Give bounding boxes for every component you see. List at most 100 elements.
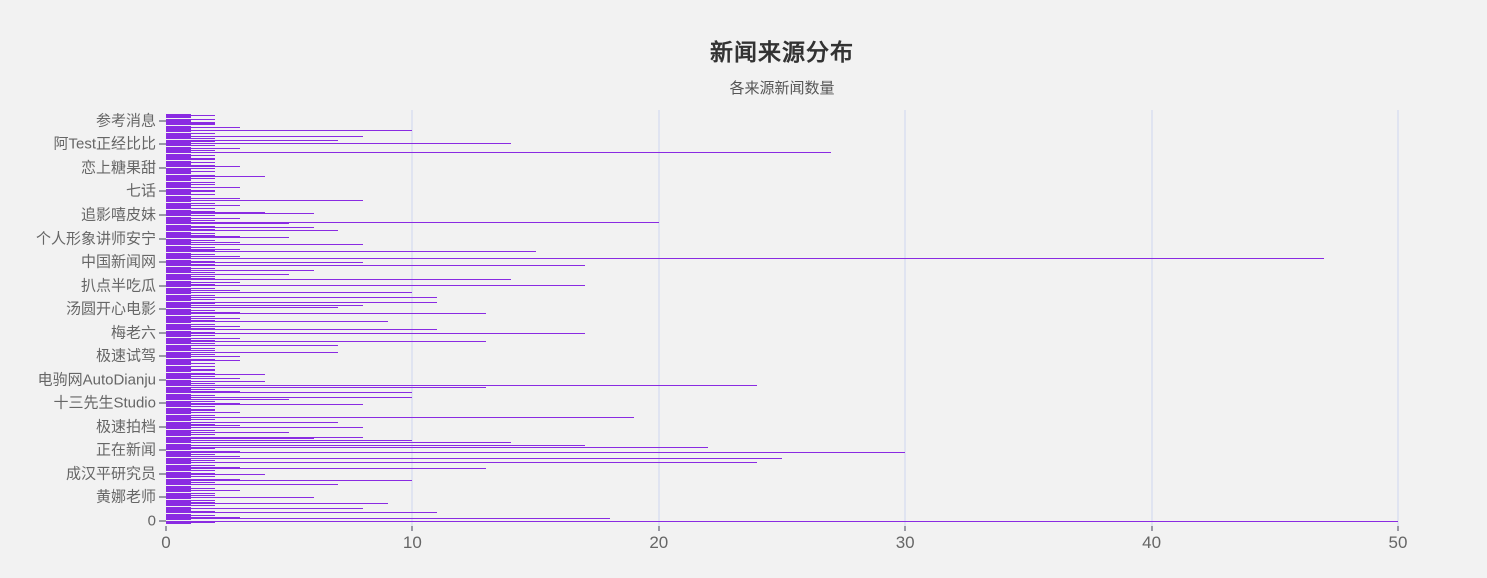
bar (166, 140, 216, 142)
bar (166, 511, 216, 513)
bar (166, 273, 290, 275)
bar (166, 427, 364, 429)
bar (166, 501, 216, 503)
bar (166, 371, 191, 373)
bar (166, 181, 216, 183)
bar (166, 349, 191, 351)
bar (166, 380, 265, 382)
bar (166, 210, 216, 212)
y-tick-mark (159, 496, 166, 499)
bar (166, 164, 191, 166)
bar (166, 493, 191, 495)
bar (166, 372, 216, 374)
bar (166, 515, 191, 517)
bar (166, 275, 216, 277)
bar (166, 386, 487, 388)
bar (166, 293, 191, 295)
x-tick-mark (657, 526, 660, 531)
bar (166, 504, 191, 506)
bar (166, 214, 191, 216)
bar (166, 125, 191, 127)
bar (166, 187, 240, 189)
bar (166, 162, 191, 164)
bar (166, 226, 314, 228)
bar (166, 444, 585, 446)
bar (166, 237, 290, 239)
y-axis-label: 七话 (125, 182, 156, 200)
bar (166, 327, 191, 329)
bar (166, 434, 216, 436)
bar (166, 329, 438, 331)
bar (166, 442, 511, 444)
bar (166, 310, 191, 312)
bar (166, 409, 216, 411)
bar (166, 209, 191, 211)
bar (166, 239, 216, 241)
bar (166, 348, 216, 350)
bar (166, 207, 191, 209)
bar (166, 450, 240, 452)
bar (166, 223, 290, 225)
bar (166, 166, 240, 168)
bar (166, 216, 191, 218)
bar (166, 507, 364, 509)
bar (166, 221, 191, 223)
bar (166, 171, 216, 173)
bar (166, 244, 364, 246)
chart-title: 新闻来源分布 (710, 39, 854, 65)
bar (166, 154, 216, 156)
bar (166, 120, 191, 122)
bar (166, 519, 191, 521)
bar (166, 167, 216, 169)
bar (166, 362, 191, 364)
bar (166, 157, 191, 159)
bar (166, 258, 1325, 260)
bar (166, 381, 191, 383)
bar (166, 316, 191, 318)
gridline-x-20 (657, 110, 660, 530)
bar (166, 215, 216, 217)
bar (166, 235, 216, 237)
bar (166, 465, 191, 467)
x-axis-label: 40 (1142, 533, 1162, 552)
bar (166, 133, 191, 135)
bar (166, 341, 487, 343)
bar (166, 183, 216, 185)
bar (166, 331, 216, 333)
bar (166, 330, 191, 332)
y-tick-mark (159, 355, 166, 358)
bar (166, 365, 216, 367)
bar (166, 339, 216, 341)
bar (166, 131, 191, 133)
bar (166, 263, 191, 265)
bar (166, 421, 339, 423)
gridline-x-50 (1397, 110, 1399, 530)
bar (166, 251, 536, 253)
y-tick-mark (159, 237, 166, 240)
bar (166, 496, 191, 498)
bar (166, 279, 511, 281)
bar (166, 319, 191, 320)
bar (166, 130, 413, 132)
bar (166, 225, 216, 227)
bar (166, 286, 191, 288)
bar (166, 139, 339, 141)
bar (166, 282, 191, 284)
bar (166, 424, 240, 426)
y-tick-mark (159, 284, 166, 287)
bar (166, 390, 191, 392)
bar (166, 325, 240, 327)
bar (166, 472, 216, 474)
bar (166, 141, 191, 143)
bar (166, 415, 191, 417)
bar (166, 313, 487, 315)
bar (166, 260, 216, 262)
bar (166, 190, 216, 192)
bar (166, 229, 216, 231)
bar (166, 367, 191, 369)
bar (166, 138, 216, 140)
bar (166, 315, 216, 317)
bar (166, 321, 388, 323)
bar (166, 456, 240, 458)
bar (166, 159, 216, 161)
